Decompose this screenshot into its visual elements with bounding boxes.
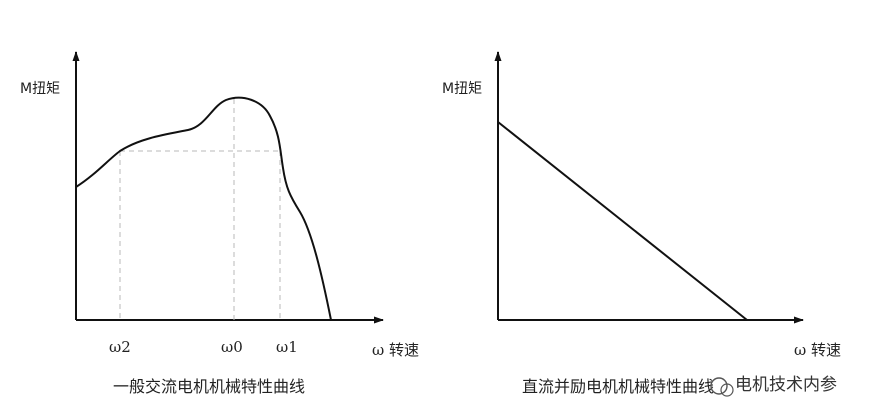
dc-torque-line bbox=[497, 121, 748, 321]
watermark-text: 电机技术内参 bbox=[735, 375, 837, 395]
right-caption: 直流并励电机机械特性曲线 bbox=[522, 377, 714, 396]
tick-omega0: ω0 bbox=[221, 338, 243, 356]
left-chart: M扭矩 ω2 ω0 ω1 ω 转速 一般交流电机机械特性曲线 bbox=[20, 51, 419, 396]
left-y-axis-label: M扭矩 bbox=[20, 81, 60, 97]
left-caption: 一般交流电机机械特性曲线 bbox=[113, 377, 305, 396]
left-x-axis-label: ω 转速 bbox=[372, 341, 419, 359]
tick-omega1: ω1 bbox=[276, 338, 298, 356]
ac-torque-curve bbox=[75, 96, 332, 321]
right-y-axis-label: M扭矩 bbox=[442, 81, 482, 97]
wechat-icon bbox=[710, 377, 728, 395]
right-chart: M扭矩 ω 转速 直流并励电机机械特性曲线 bbox=[442, 51, 841, 396]
tick-omega2: ω2 bbox=[109, 338, 131, 356]
watermark: 电机技术内参 bbox=[710, 375, 837, 397]
right-x-axis-label: ω 转速 bbox=[794, 341, 841, 359]
wechat-icon-inner bbox=[720, 383, 734, 397]
